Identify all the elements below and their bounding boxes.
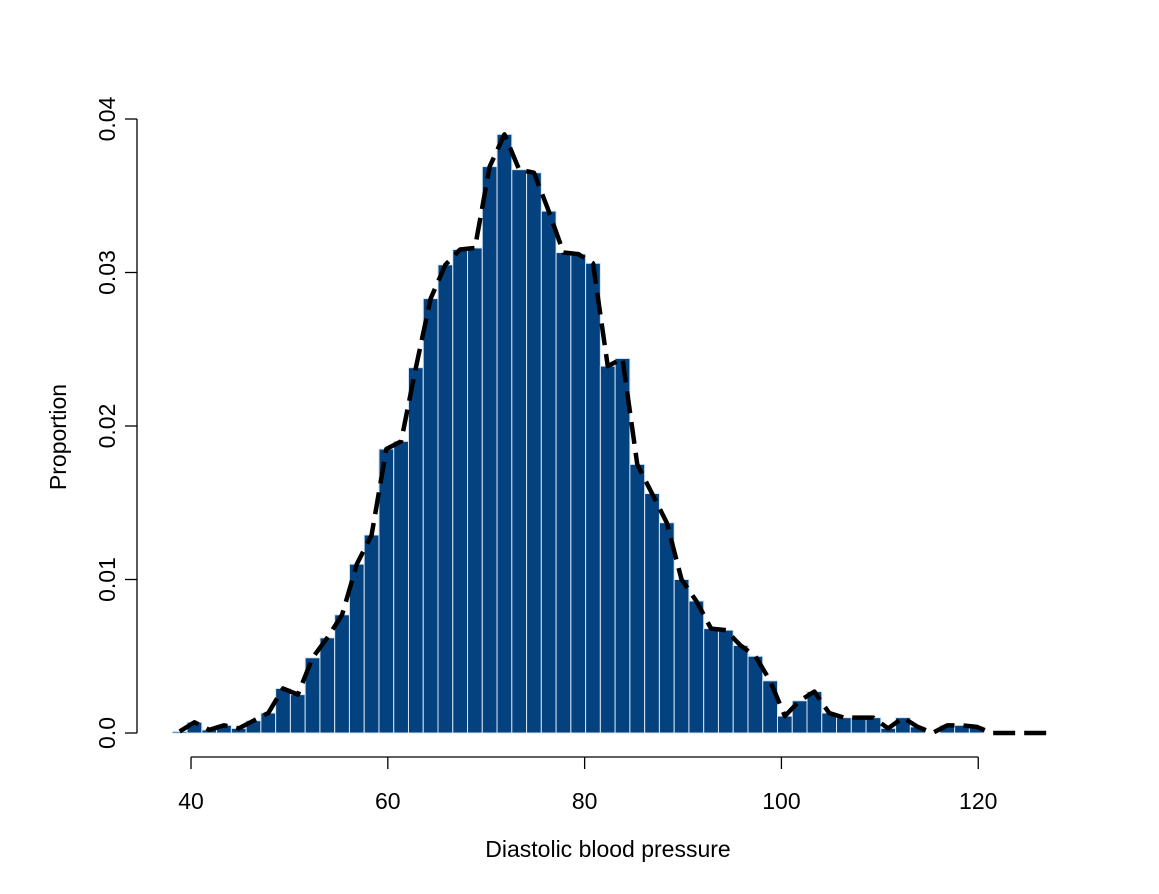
bar <box>570 253 587 734</box>
bar <box>467 247 483 734</box>
bar <box>850 717 867 734</box>
bar <box>658 522 675 734</box>
bar <box>171 730 188 734</box>
bar <box>865 717 882 734</box>
bar <box>289 694 306 734</box>
bar <box>717 629 734 734</box>
density-line <box>178 132 1051 736</box>
bar <box>407 367 424 734</box>
y-tick-label: 0.03 <box>94 250 120 295</box>
bar <box>511 169 528 734</box>
y-tick-label: 0.0 <box>94 717 120 749</box>
y-tick-label: 0.02 <box>94 404 120 449</box>
bar <box>452 248 469 734</box>
x-tick-label: 40 <box>178 788 204 814</box>
bar <box>334 614 350 734</box>
x-tick-label: 60 <box>375 788 401 814</box>
bar <box>776 715 793 734</box>
bar <box>393 440 409 734</box>
bar <box>585 262 601 734</box>
y-tick-label: 0.01 <box>94 557 120 602</box>
bar <box>629 463 646 734</box>
bar <box>599 365 616 734</box>
bar <box>703 628 719 734</box>
y-tick-label: 0.04 <box>94 96 120 141</box>
bar <box>732 645 749 734</box>
bar <box>481 166 498 734</box>
bar <box>363 534 380 734</box>
bar <box>688 600 705 734</box>
bar <box>644 493 660 734</box>
x-axis-label: Diastolic blood pressure <box>485 836 730 862</box>
bar <box>673 579 690 734</box>
bar <box>614 357 631 734</box>
y-axis-label: Proportion <box>45 384 71 490</box>
x-tick-label: 100 <box>762 788 800 814</box>
bar <box>275 687 291 734</box>
bar <box>526 172 542 734</box>
bar <box>260 712 277 734</box>
x-tick-label: 80 <box>572 788 598 814</box>
bar <box>319 637 336 734</box>
bar <box>422 298 439 734</box>
bar <box>540 210 557 734</box>
x-tick-label: 120 <box>959 788 997 814</box>
bar <box>437 264 454 734</box>
bar <box>378 448 395 734</box>
bar <box>496 133 513 734</box>
bar <box>555 252 572 734</box>
bar <box>836 717 852 734</box>
